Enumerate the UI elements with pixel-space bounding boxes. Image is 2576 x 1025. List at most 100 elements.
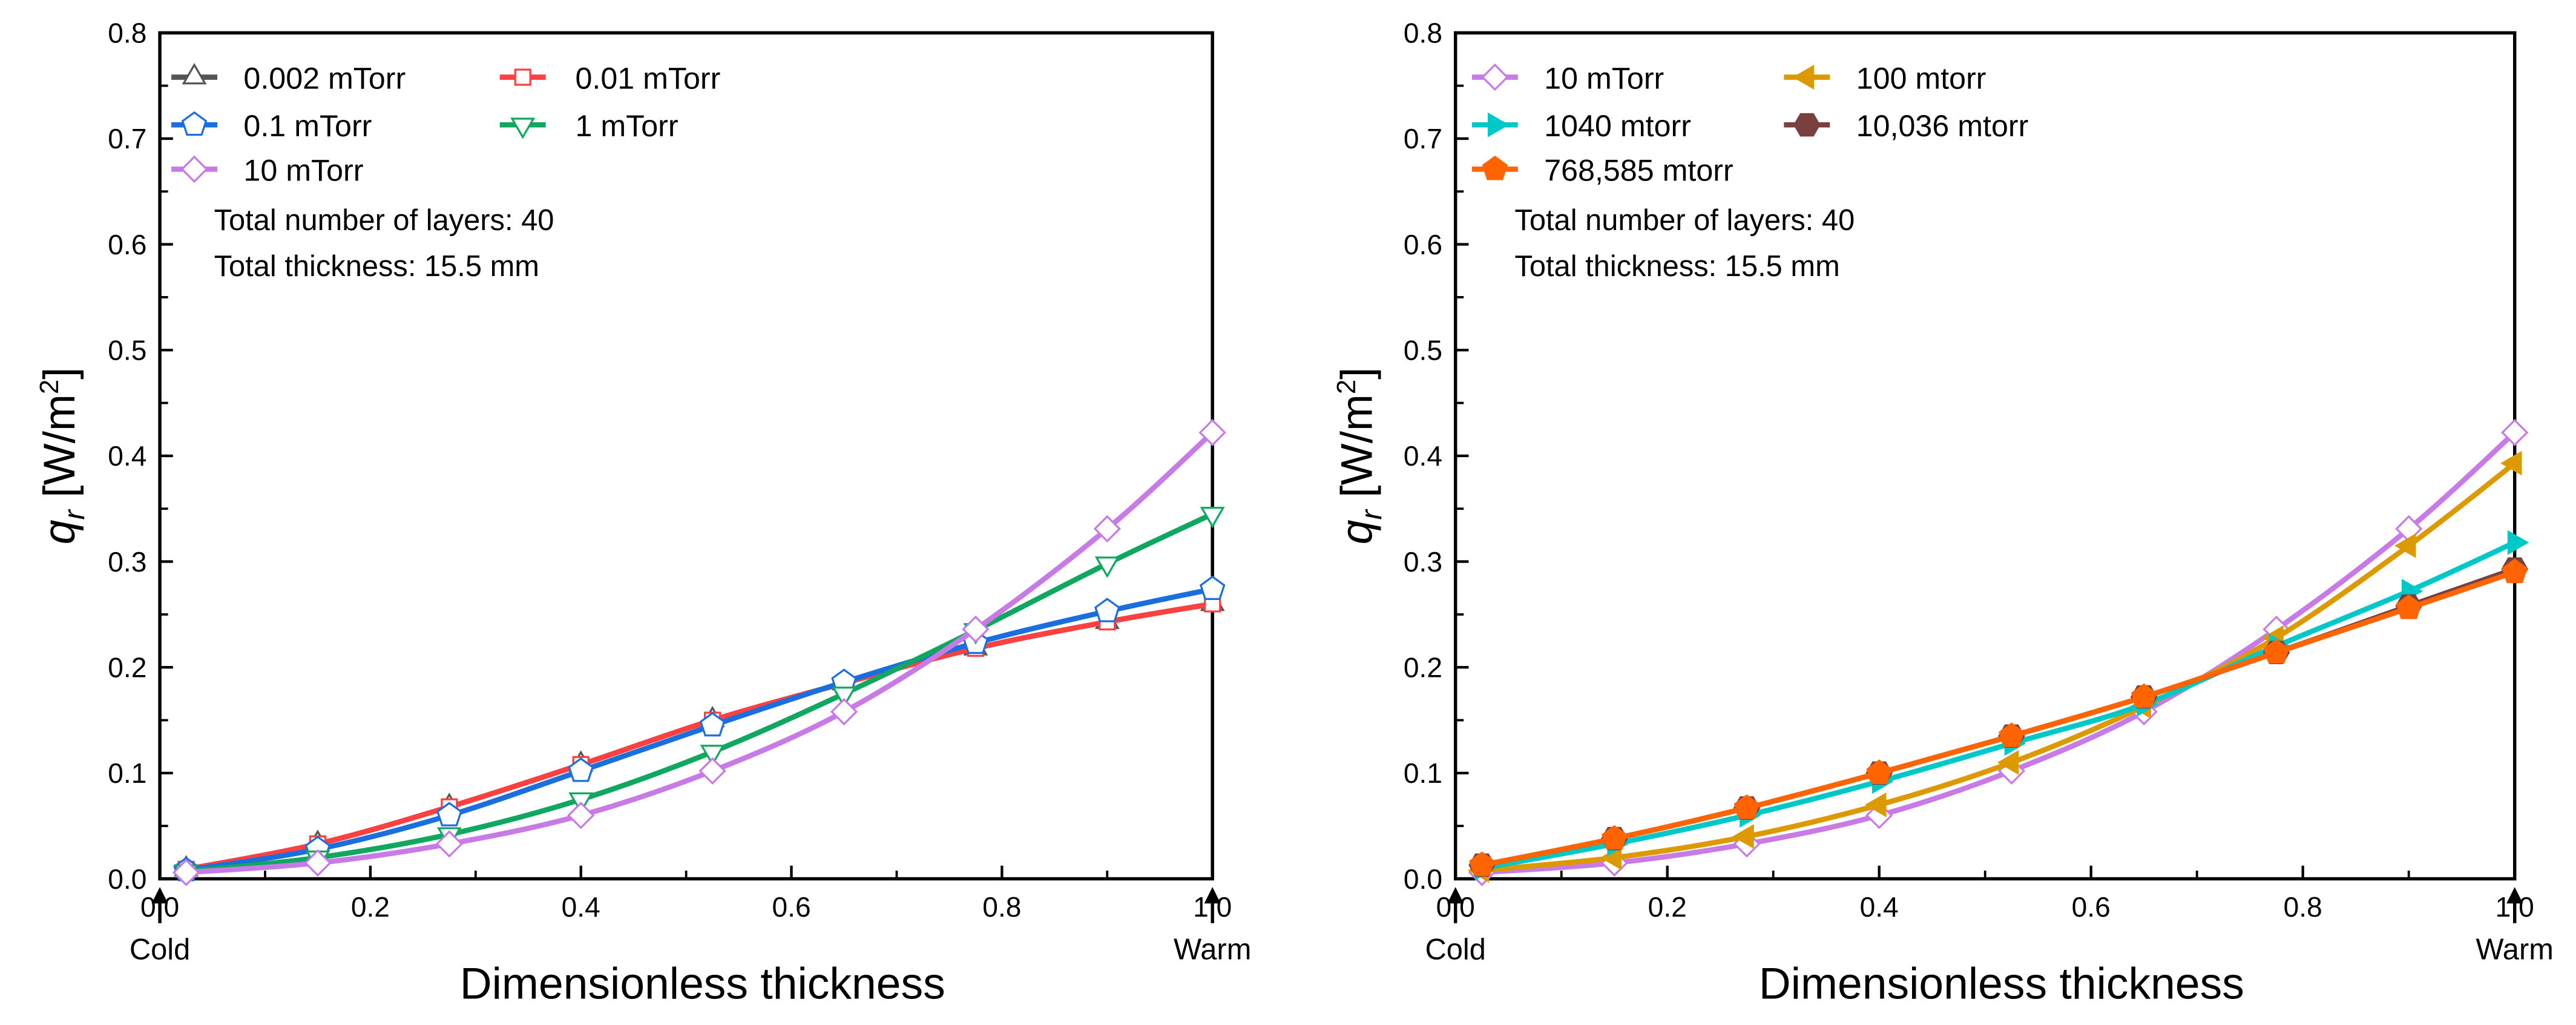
legend-label: 10,036 mtorr — [1856, 109, 2029, 143]
data-point-marker — [2501, 418, 2529, 447]
legend-label: 0.01 mTorr — [575, 62, 720, 96]
y-tick-label: 0.8 — [108, 18, 146, 49]
data-point-marker — [1469, 851, 1495, 876]
y-tick-label: 0.3 — [1404, 546, 1442, 578]
x-axis-label: Dimensionless thickness — [460, 959, 945, 1009]
y-axis-label-part: 2 — [35, 380, 64, 394]
y-axis-label-part: r — [1356, 509, 1388, 520]
data-point-marker — [172, 859, 200, 886]
y-tick-label: 0.4 — [108, 440, 146, 472]
data-point-marker — [1999, 722, 2025, 747]
data-point-marker — [1198, 418, 1226, 447]
data-point-marker — [700, 745, 725, 766]
data-point-marker — [436, 802, 462, 826]
x-tick-label: 0.2 — [1648, 891, 1687, 923]
legend-label: 1040 mtorr — [1544, 109, 1691, 143]
data-point-marker — [1094, 598, 1120, 622]
series-line — [1481, 540, 2516, 871]
y-tick-label: 0.4 — [1404, 440, 1442, 472]
data-point-marker — [699, 711, 726, 737]
x-tick-label: 0.6 — [772, 891, 810, 923]
y-tick-label: 0.2 — [108, 651, 146, 683]
cold-label: Cold — [130, 933, 190, 966]
data-point-marker — [2394, 533, 2416, 558]
legend-label: 10 mTorr — [1544, 62, 1664, 96]
series-line — [185, 601, 1213, 872]
data-point-marker — [1866, 759, 1892, 784]
annotation-text: Total number of layers: 40 — [1514, 204, 1855, 237]
data-point-marker — [2500, 450, 2522, 476]
series-10-mtorr: 10 mTorr — [171, 153, 1226, 886]
y-axis-label: qr [W/m2] — [1332, 367, 1388, 545]
data-point-marker — [568, 757, 594, 782]
y-tick-label: 0.2 — [1404, 651, 1442, 683]
y-axis-label-part: q — [34, 519, 84, 544]
data-point-marker — [2502, 558, 2528, 584]
series-line — [1482, 430, 2517, 875]
x-axis-label: Dimensionless thickness — [1759, 959, 2244, 1009]
y-axis-label-part: q — [1332, 519, 1381, 544]
data-point-marker — [962, 615, 990, 644]
data-point-marker — [1733, 794, 1760, 819]
series-100-mtorr: 100 mtorr — [1467, 62, 2522, 883]
legend-marker-icon — [1793, 113, 1821, 137]
y-axis-label-part: r — [58, 509, 91, 520]
legend-marker-icon — [1481, 63, 1509, 91]
data-point-marker — [435, 830, 463, 858]
legend-label: 0.1 mTorr — [243, 109, 372, 143]
data-point-marker — [698, 757, 726, 785]
legend-label: 10 mTorr — [243, 153, 363, 187]
cold-arrowhead-icon — [151, 887, 168, 904]
x-tick-label: 0.4 — [562, 891, 600, 923]
data-point-marker — [567, 802, 595, 829]
chart-panel-2: 0.0 0.2 0.4 0.6 0.8 1.00.00.10.20.30.40.50.60… — [1332, 18, 2554, 1009]
legend-marker-icon — [1482, 156, 1508, 180]
legend-marker-icon — [514, 68, 531, 86]
warm-arrowhead-icon — [2506, 887, 2523, 904]
data-point-marker — [1732, 824, 1754, 849]
x-tick-label: 0.6 — [2072, 891, 2111, 923]
x-tick-label: 0.8 — [982, 891, 1021, 923]
data-point-marker — [2507, 530, 2529, 555]
annotation-text: Total thickness: 15.5 mm — [214, 250, 539, 283]
y-tick-label: 0.3 — [108, 546, 146, 578]
warm-arrowhead-icon — [1204, 887, 1221, 904]
y-tick-label: 0.7 — [1404, 123, 1442, 154]
y-tick-label: 0.5 — [1404, 335, 1442, 366]
series-0-1-mtorr: 0.1 mTorr — [171, 109, 1226, 882]
series-line — [1481, 569, 2516, 868]
series-line — [1482, 461, 2517, 873]
series-line — [185, 601, 1213, 872]
y-tick-label: 0.1 — [1404, 757, 1442, 789]
y-axis-label-part: 2 — [1332, 380, 1361, 394]
y-axis-label-part: ] — [1332, 367, 1381, 380]
data-point-marker — [1094, 556, 1120, 578]
data-point-marker — [1199, 575, 1226, 601]
legend-marker-icon — [510, 117, 536, 139]
y-tick-label: 0.6 — [108, 229, 146, 260]
legend-marker-icon — [1792, 65, 1815, 90]
data-point-marker — [1997, 750, 2019, 775]
y-tick-label: 0.0 — [1404, 863, 1442, 895]
y-tick-label: 0.7 — [108, 123, 146, 154]
legend-label: 768,585 mtorr — [1544, 153, 1733, 187]
data-point-marker — [2131, 683, 2157, 708]
data-point-marker — [1865, 792, 1887, 817]
y-tick-label: 0.6 — [1404, 229, 1442, 260]
legend-marker-icon — [182, 62, 207, 85]
y-tick-label: 0.8 — [1404, 18, 1442, 49]
y-axis-label: qr [W/m2] — [34, 367, 91, 545]
y-tick-label: 0.5 — [108, 335, 146, 366]
data-point-marker — [304, 849, 332, 877]
legend-label: 100 mtorr — [1856, 62, 1986, 96]
legend-label: 1 mTorr — [575, 109, 678, 143]
y-tick-label: 0.0 — [108, 863, 146, 895]
y-axis-label-part: [W/m — [34, 394, 84, 510]
y-axis-label-part: [W/m — [1332, 394, 1381, 510]
legend-label: 0.002 mTorr — [243, 62, 406, 96]
cold-arrowhead-icon — [1447, 887, 1464, 904]
cold-label: Cold — [1425, 933, 1486, 966]
warm-label: Warm — [2476, 933, 2554, 966]
series-768-585-mtorr: 768,585 mtorr — [1469, 153, 2528, 876]
